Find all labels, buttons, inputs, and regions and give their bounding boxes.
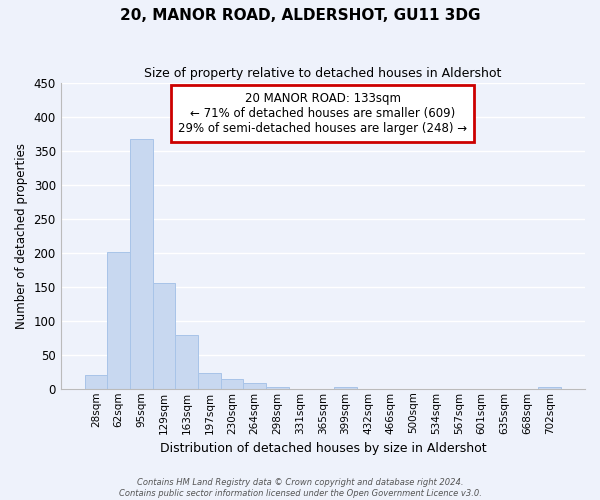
- Bar: [107, 252, 130, 389]
- Text: Contains HM Land Registry data © Crown copyright and database right 2024.
Contai: Contains HM Land Registry data © Crown c…: [119, 478, 481, 498]
- Bar: [198, 373, 221, 389]
- Bar: [85, 375, 107, 389]
- Bar: [130, 140, 152, 389]
- Bar: [538, 386, 561, 389]
- Text: 20, MANOR ROAD, ALDERSHOT, GU11 3DG: 20, MANOR ROAD, ALDERSHOT, GU11 3DG: [120, 8, 480, 22]
- X-axis label: Distribution of detached houses by size in Aldershot: Distribution of detached houses by size …: [160, 442, 486, 455]
- Bar: [152, 284, 175, 389]
- Y-axis label: Number of detached properties: Number of detached properties: [15, 143, 28, 329]
- Bar: [244, 384, 266, 389]
- Bar: [221, 378, 244, 389]
- Bar: [175, 335, 198, 389]
- Text: 20 MANOR ROAD: 133sqm
← 71% of detached houses are smaller (609)
29% of semi-det: 20 MANOR ROAD: 133sqm ← 71% of detached …: [178, 92, 467, 135]
- Bar: [266, 386, 289, 389]
- Title: Size of property relative to detached houses in Aldershot: Size of property relative to detached ho…: [144, 68, 502, 80]
- Bar: [334, 388, 357, 389]
